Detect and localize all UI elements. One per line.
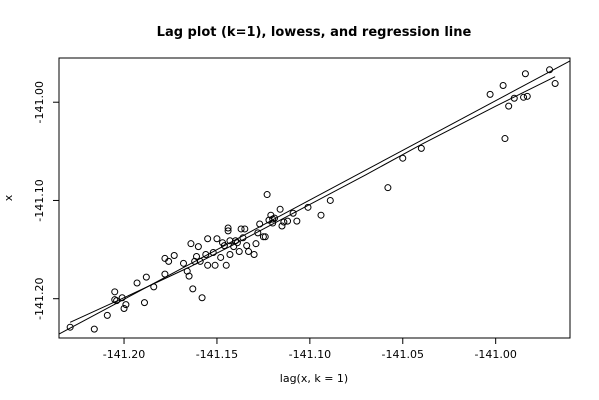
data-point — [263, 191, 271, 199]
data-points — [66, 66, 559, 333]
data-point — [220, 242, 228, 250]
data-point — [243, 242, 251, 250]
data-point — [235, 248, 243, 256]
data-point — [523, 92, 531, 100]
data-point — [250, 250, 258, 258]
data-point — [111, 288, 119, 296]
regression-line — [58, 60, 571, 335]
data-point — [293, 217, 301, 225]
data-point — [161, 270, 169, 278]
data-point — [261, 233, 269, 241]
data-point — [142, 273, 150, 281]
data-point — [384, 184, 392, 192]
data-point — [224, 224, 232, 232]
data-point — [189, 285, 197, 293]
lowess-line — [69, 76, 556, 323]
data-point — [211, 261, 219, 269]
data-point — [271, 214, 279, 222]
data-point — [165, 257, 173, 265]
x-axis: -141.20 -141.15 -141.10 -141.05 -141.00 — [103, 338, 517, 361]
data-point — [399, 154, 407, 162]
data-point — [241, 225, 249, 233]
data-point — [193, 252, 201, 260]
y-axis-label: x — [2, 194, 15, 201]
regression-line-path — [58, 60, 571, 335]
data-point — [209, 249, 217, 257]
data-point — [280, 218, 288, 226]
data-point — [510, 94, 518, 102]
x-tick-label: -141.00 — [474, 348, 516, 361]
data-point — [198, 294, 206, 302]
data-point — [150, 283, 158, 291]
data-point — [501, 135, 509, 143]
data-point — [546, 66, 554, 74]
data-point — [140, 299, 148, 307]
lowess-line-path — [69, 76, 556, 323]
data-point — [196, 257, 204, 265]
data-point — [417, 144, 425, 152]
data-point — [204, 261, 212, 269]
data-point — [237, 225, 245, 233]
data-point — [254, 229, 262, 237]
data-point — [486, 90, 494, 98]
data-point — [252, 240, 260, 248]
data-point — [232, 237, 240, 245]
data-point — [520, 93, 528, 101]
data-point — [204, 235, 212, 243]
data-point — [224, 227, 232, 235]
data-point — [245, 248, 253, 256]
data-point — [499, 82, 507, 90]
data-point — [113, 297, 121, 305]
data-point — [551, 80, 559, 88]
y-tick-label: -141.20 — [33, 277, 46, 319]
data-point — [187, 240, 195, 248]
data-point — [233, 239, 241, 247]
data-point — [278, 222, 286, 230]
data-point — [66, 323, 74, 331]
chart-title: Lag plot (k=1), lowess, and regression l… — [157, 25, 472, 40]
data-point — [239, 234, 247, 242]
y-tick-label: -141.00 — [33, 81, 46, 123]
data-point — [521, 70, 529, 78]
data-point — [202, 250, 210, 258]
x-tick-label: -141.20 — [103, 348, 145, 361]
data-point — [133, 279, 141, 287]
data-point — [122, 301, 130, 309]
x-axis-label: lag(x, k = 1) — [280, 372, 348, 385]
data-point — [304, 203, 312, 211]
data-point — [276, 205, 284, 213]
data-point — [118, 294, 126, 302]
y-axis: -141.20 -141.10 -141.00 — [33, 81, 59, 320]
data-point — [103, 311, 111, 319]
data-point — [120, 305, 128, 313]
data-point — [179, 259, 187, 267]
data-point — [226, 250, 234, 258]
x-tick-label: -141.15 — [196, 348, 238, 361]
data-point — [326, 196, 334, 204]
data-point — [170, 251, 178, 259]
data-point — [213, 235, 221, 243]
data-point — [222, 261, 230, 269]
data-point — [259, 233, 267, 241]
data-point — [90, 325, 98, 333]
data-point — [289, 209, 297, 217]
y-tick-label: -141.10 — [33, 179, 46, 221]
x-tick-label: -141.05 — [382, 348, 424, 361]
plot-frame — [58, 57, 571, 339]
data-point — [194, 243, 202, 251]
data-point — [505, 102, 513, 110]
data-point — [317, 211, 325, 219]
data-point — [284, 217, 292, 225]
x-tick-label: -141.10 — [289, 348, 331, 361]
data-point — [185, 272, 193, 280]
data-point — [256, 220, 264, 228]
data-point — [217, 253, 225, 261]
